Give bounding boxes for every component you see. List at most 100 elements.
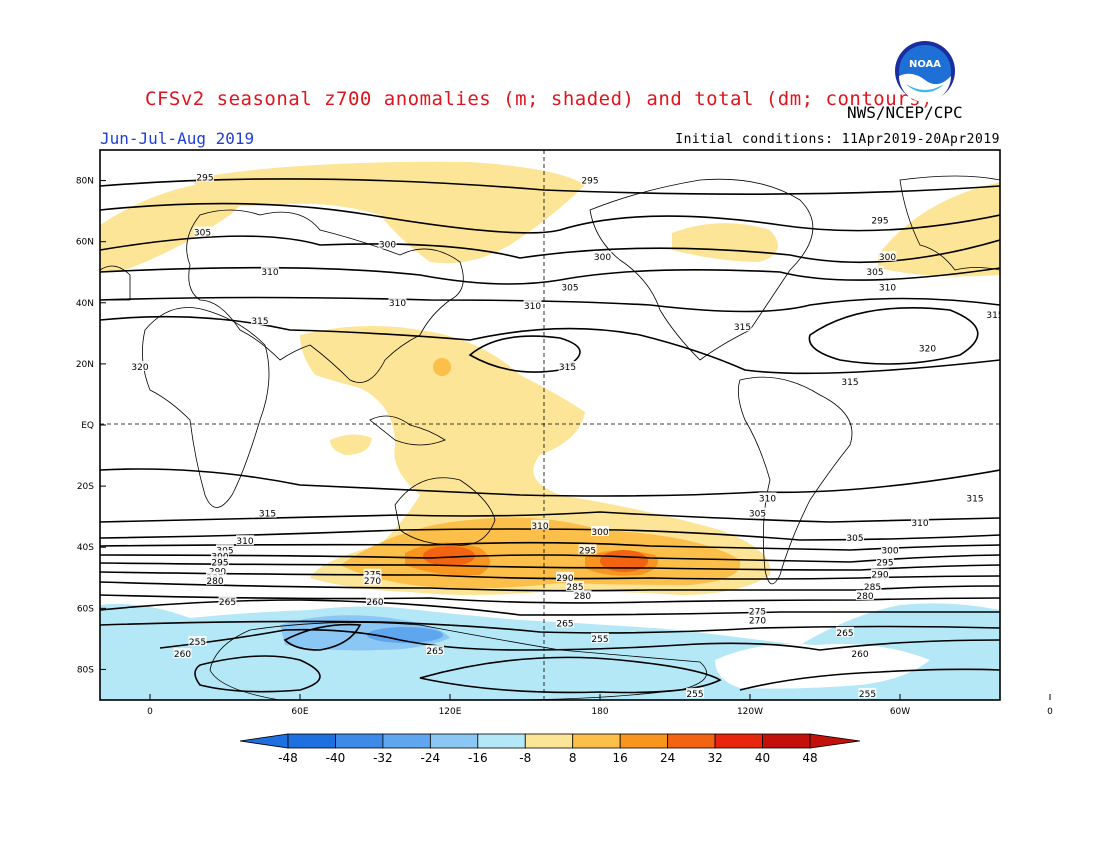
colorbar-arrow-right xyxy=(809,733,861,749)
contour-label-bg xyxy=(196,171,214,182)
colorbar-tick-label: -16 xyxy=(468,751,488,765)
contour-label: 320 xyxy=(919,345,936,355)
contour-label-bg xyxy=(748,507,767,518)
contour-label: 310 xyxy=(236,537,253,547)
noaa-logo: NOAA xyxy=(895,41,955,102)
contour-label: 300 xyxy=(379,241,396,251)
colorbar-swatch xyxy=(477,733,526,749)
contour-label: 255 xyxy=(1039,623,1056,633)
contour-label: 265 xyxy=(219,598,236,608)
colorbar-tick-label: -48 xyxy=(278,751,298,765)
contour-label-bg xyxy=(851,648,869,659)
lat-tick-label: 20N xyxy=(76,360,94,370)
contour-label: 255 xyxy=(859,690,876,700)
contour-label-bg xyxy=(131,360,149,371)
contour-label-bg xyxy=(211,550,229,561)
lat-tick-label: 60N xyxy=(76,238,94,248)
lat-tick-label: EQ xyxy=(81,421,94,431)
contour-label: 280 xyxy=(856,592,873,602)
contour-label-bg xyxy=(966,492,984,503)
lon-tick-label: 0 xyxy=(1047,707,1053,717)
contour-label-bg xyxy=(531,519,549,530)
colorbar-tick-label: 16 xyxy=(613,751,628,765)
colorbar-tick-label: 24 xyxy=(660,751,675,765)
contour-label-bg xyxy=(863,580,882,591)
contour-label-bg xyxy=(566,580,584,591)
contour-label-bg xyxy=(591,525,609,536)
colorbar-tick-label: 8 xyxy=(569,751,577,765)
contour-label-bg xyxy=(836,626,854,637)
contour-label: 260 xyxy=(366,598,383,608)
contour-label: 305 xyxy=(866,268,883,278)
noaa-logo-text: NOAA xyxy=(909,59,941,70)
contour-label-bg xyxy=(363,568,382,579)
contour-label: 260 xyxy=(174,650,191,660)
contour-label: 295 xyxy=(211,559,228,569)
lon-tick-label: 120W xyxy=(737,707,763,717)
contour-label-bg xyxy=(173,648,192,659)
contour-label: 295 xyxy=(876,559,893,569)
contour-label: 300 xyxy=(881,546,898,556)
contour-label: 295 xyxy=(196,174,213,184)
contour-label: 285 xyxy=(566,583,583,593)
contour-label-bg xyxy=(581,174,599,185)
contour-label: 300 xyxy=(591,528,608,538)
contour-label-bg xyxy=(211,556,229,567)
contour-label-bg xyxy=(591,632,609,643)
contour-label-bg xyxy=(748,614,767,625)
contour-labels: 295 295 295 305 300 300 300 310 305 305 310 310 310 3… xyxy=(131,171,1057,700)
lat-tick-label: 80S xyxy=(77,665,94,675)
contour-label-bg xyxy=(856,590,874,601)
contour-label-bg xyxy=(388,296,407,307)
contour-label-bg xyxy=(876,556,894,567)
negative-anomaly-shading-24 xyxy=(367,627,443,643)
contour-label: 315 xyxy=(251,317,268,327)
contour-label-bg xyxy=(216,544,234,555)
colorbar-swatch xyxy=(382,733,431,749)
contour-label: 275 xyxy=(749,607,766,617)
contour-label: 305 xyxy=(846,534,863,544)
contour-label-bg xyxy=(558,360,577,371)
contour-label: 255 xyxy=(591,635,608,645)
contour-label-bg xyxy=(871,568,889,579)
contour-label: 320 xyxy=(131,363,148,373)
contour-label-bg xyxy=(206,574,224,585)
negative-anomaly-shading-white xyxy=(715,644,930,689)
lon-tick-label: 180 xyxy=(591,707,608,717)
contour-label: 315 xyxy=(259,510,276,520)
positive-anomaly-shading xyxy=(100,161,1000,595)
colorbar-swatch xyxy=(619,733,669,749)
contour-label: 305 xyxy=(194,229,211,239)
contour-label-bg xyxy=(193,226,212,237)
contour-label: 265 xyxy=(836,629,853,639)
contour-label: 255 xyxy=(189,638,206,648)
contour-label-bg xyxy=(561,281,579,292)
contour-label-bg xyxy=(881,544,899,555)
contour-label-bg xyxy=(733,321,752,332)
season-label: Jun-Jul-Aug 2019 xyxy=(100,129,255,148)
contour-label-bg xyxy=(236,535,254,546)
contour-label: 315 xyxy=(734,323,751,333)
colorbar-swatch xyxy=(714,733,763,749)
contour-label-bg xyxy=(1039,621,1057,631)
lat-tick-label: 60S xyxy=(77,604,94,614)
contour-label-bg xyxy=(871,214,889,225)
contour-label-bg xyxy=(208,565,227,576)
contour-label: 265 xyxy=(426,647,443,657)
colorbar-tick-label: -8 xyxy=(519,751,531,765)
contour-label-bg xyxy=(426,645,444,656)
contour-label: 310 xyxy=(759,494,776,504)
lon-tick-label: 120E xyxy=(439,707,462,717)
colorbar-swatch xyxy=(335,733,384,749)
colorbar-tick-label: 48 xyxy=(802,751,817,765)
colorbar-swatch xyxy=(287,733,336,749)
contour-label-bg xyxy=(261,266,279,277)
lon-tick-label: 60W xyxy=(890,707,910,717)
contour-label: 285 xyxy=(864,583,881,593)
contour-label-bg xyxy=(986,309,1000,319)
lon-tick-label: 0 xyxy=(147,707,153,717)
colorbar: -48 -40 -32 -24 -16 -8 8 16 24 32 40 48 xyxy=(239,733,861,765)
contour-label: 310 xyxy=(911,519,928,529)
contour-label-bg xyxy=(748,605,767,616)
